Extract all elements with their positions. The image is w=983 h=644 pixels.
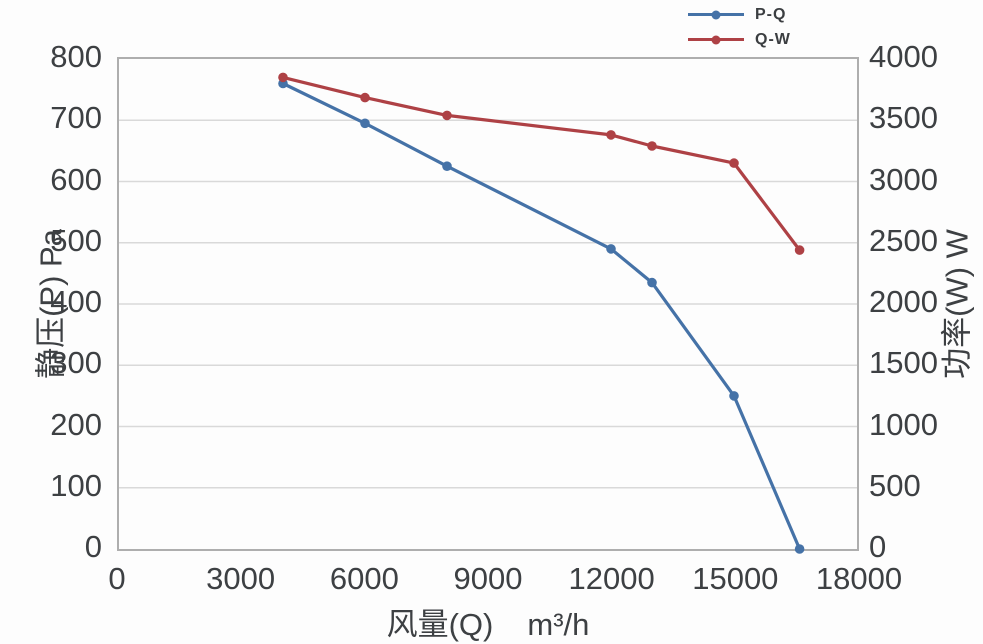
data-point-marker-Q-W [729,158,739,168]
y-right-tick-label: 2500 [869,222,938,258]
legend-line-swatch [688,35,744,44]
plot-area [117,57,859,554]
y-left-tick-label: 100 [50,467,102,503]
y-left-tick-label: 400 [50,284,102,319]
y-right-tick-label: 4000 [869,39,938,74]
data-point-marker-P-Q [360,118,370,129]
data-point-marker-Q-W [794,245,805,255]
series-line-Q-W [281,75,802,252]
y-right-tick-label: 0 [869,529,887,564]
y-left-tick-label: 600 [50,161,102,197]
x-tick-label: 9000 [453,561,523,596]
y-right-tick-label: 500 [869,467,921,503]
legend-line-swatch [688,10,744,19]
x-tick-label: 3000 [206,561,276,596]
legend-item-P-Q: P-Q [688,2,791,27]
data-point-marker-Q-W [442,110,452,121]
y-left-tick-label: 700 [50,100,102,136]
y-left-tick-label: 800 [50,39,102,74]
data-point-marker-Q-W [606,130,616,140]
legend-marker-dot [711,35,721,44]
y-right-tick-label: 3000 [869,161,938,197]
data-point-marker-P-Q [794,544,805,554]
x-tick-label: 12000 [568,561,655,596]
y-left-tick-label: 300 [50,345,102,381]
y-right-tick-label: 1000 [869,406,938,442]
x-axis-title: 风量(Q) m³/h [117,599,859,644]
x-tick-label: 18000 [815,561,903,596]
y-left-tick-label: 500 [50,222,102,258]
data-point-marker-P-Q [442,161,452,171]
x-tick-label: 15000 [692,561,779,596]
data-point-marker-P-Q [606,244,616,254]
x-axis-unit: m³/h [527,607,590,642]
legend-label: P-Q [755,5,787,23]
x-axis-title-text: 风量(Q) [386,607,494,642]
y-right-tick-label: 2000 [869,284,938,319]
chart-legend: P-Q Q-W [688,2,791,52]
data-point-marker-Q-W [278,72,288,83]
y-left-tick-label: 200 [50,406,102,442]
y-left-tick-label: 0 [84,529,102,564]
legend-marker-dot [711,10,721,19]
plot-svg [119,72,857,554]
legend-item-Q-W: Q-W [688,27,791,52]
legend-label: Q-W [755,30,791,48]
data-point-marker-P-Q [729,391,739,401]
y-right-tick-label: 1500 [869,345,938,381]
data-point-marker-Q-W [647,141,657,151]
x-tick-label: 0 [108,561,126,596]
series-line-P-Q [281,81,802,551]
data-point-marker-P-Q [647,277,657,288]
y-right-tick-label: 3500 [869,100,938,136]
x-tick-label: 6000 [329,561,399,596]
data-point-marker-Q-W [360,92,370,103]
